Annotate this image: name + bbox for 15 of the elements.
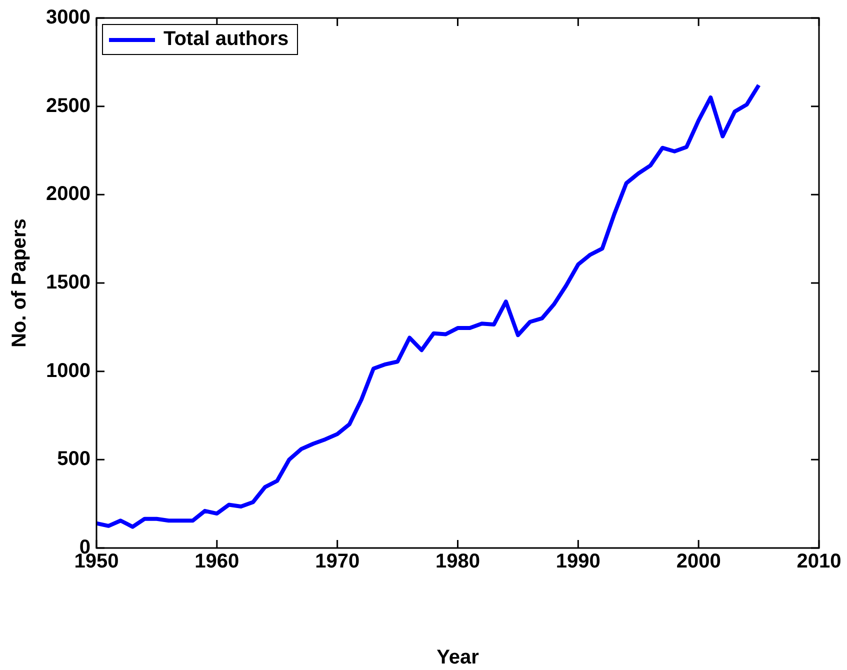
legend-label: Total authors [163, 28, 289, 51]
y-tick-label: 3000 [46, 6, 90, 29]
x-tick-label: 1960 [194, 550, 240, 573]
x-tick-label: 1990 [556, 550, 600, 573]
y-tick-label: 2500 [46, 94, 90, 117]
x-tick-label: 1970 [315, 550, 360, 573]
y-tick-label: 2000 [46, 183, 90, 206]
x-tick-label: 2000 [676, 550, 721, 573]
y-tick-label: 500 [57, 448, 90, 470]
y-tick-label: 1000 [46, 360, 90, 382]
y-tick-label: 1500 [46, 272, 90, 294]
y-axis-title: No. of Papers [8, 218, 31, 348]
x-axis-title: Year [436, 646, 480, 669]
x-tick-label: 1980 [435, 550, 480, 573]
x-tick-label: 2010 [796, 550, 842, 573]
